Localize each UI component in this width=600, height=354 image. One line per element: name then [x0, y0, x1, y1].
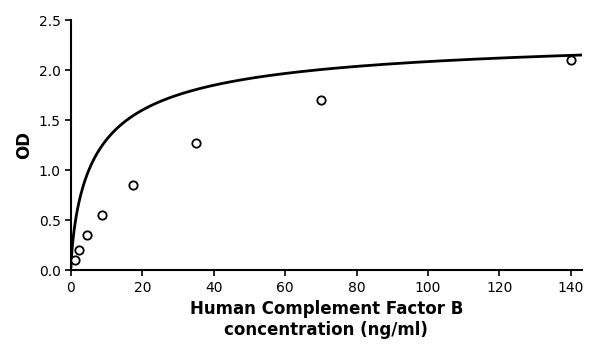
Y-axis label: OD: OD [15, 131, 33, 159]
X-axis label: Human Complement Factor B
concentration (ng/ml): Human Complement Factor B concentration … [190, 300, 463, 339]
